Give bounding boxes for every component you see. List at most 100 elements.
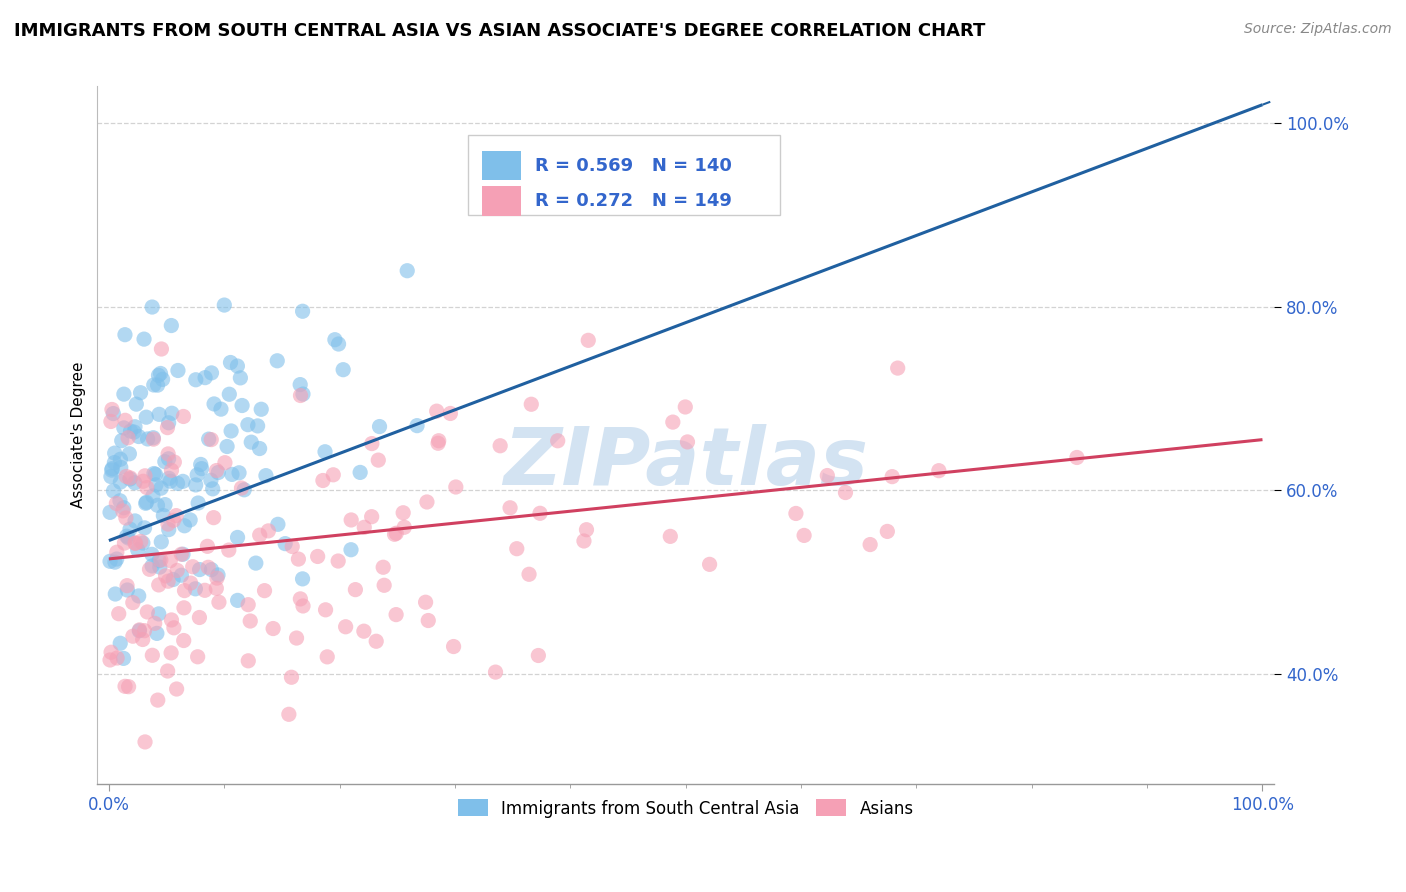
Point (103, 483, 125, 498)
Point (142, 432, 165, 446)
Point (659, 529, 682, 543)
Point (115, 579, 138, 593)
Point (249, 442, 271, 456)
Point (415, 595, 437, 609)
Point (280, 670, 302, 684)
Point (187, 496, 209, 510)
Point (124, 475, 146, 490)
Point (111, 504, 134, 518)
Point (314, 444, 336, 458)
Point (520, 397, 543, 411)
Point (205, 464, 228, 478)
Point (200, 366, 222, 380)
Point (115, 529, 138, 543)
Point (145, 467, 167, 482)
Point (257, 524, 280, 538)
Point (384, 527, 406, 541)
Point (699, 558, 721, 572)
Point (188, 563, 211, 577)
Point (157, 416, 180, 430)
Point (142, 467, 165, 481)
Point (676, 434, 699, 449)
Point (124, 419, 146, 434)
Point (156, 664, 179, 678)
Point (101, 461, 124, 475)
Point (127, 542, 149, 557)
Legend: Immigrants from South Central Asia, Asians: Immigrants from South Central Asia, Asia… (451, 793, 921, 824)
Point (173, 518, 195, 533)
Point (426, 404, 449, 418)
Point (100, 645, 122, 659)
Point (110, 636, 132, 650)
Point (373, 578, 395, 592)
Point (208, 595, 231, 609)
Point (307, 549, 329, 564)
Point (226, 530, 249, 544)
Point (207, 568, 229, 582)
Point (205, 582, 228, 596)
Point (160, 463, 183, 477)
Point (214, 298, 236, 312)
Point (249, 528, 271, 542)
Point (285, 631, 308, 645)
Point (489, 439, 512, 453)
Y-axis label: Associate's Degree: Associate's Degree (72, 362, 86, 508)
Point (250, 402, 273, 417)
Point (439, 407, 461, 421)
Point (124, 514, 146, 528)
FancyBboxPatch shape (468, 136, 780, 215)
Point (166, 476, 188, 491)
Point (201, 482, 224, 496)
Text: ZIPatlas: ZIPatlas (503, 424, 868, 502)
Point (142, 489, 165, 503)
Point (197, 539, 219, 553)
Point (484, 665, 506, 679)
Point (148, 553, 170, 567)
Point (240, 435, 263, 450)
Point (117, 582, 139, 597)
Point (128, 623, 150, 637)
Point (245, 556, 267, 570)
FancyBboxPatch shape (482, 151, 522, 180)
Point (115, 469, 138, 483)
Point (153, 498, 176, 512)
Text: R = 0.272   N = 149: R = 0.272 N = 149 (536, 192, 733, 210)
Point (673, 400, 696, 414)
Point (815, 468, 838, 483)
Point (128, 624, 150, 638)
Point (233, 483, 256, 497)
Point (148, 607, 170, 621)
Point (194, 370, 217, 384)
Point (170, 568, 193, 582)
Point (117, 431, 139, 445)
Point (129, 534, 152, 549)
Point (340, 513, 363, 527)
Point (149, 553, 172, 567)
Point (160, 406, 183, 420)
Point (190, 461, 212, 475)
Point (157, 447, 180, 461)
Point (184, 478, 207, 492)
Point (291, 572, 314, 586)
Point (197, 432, 219, 446)
Point (322, 467, 344, 482)
Point (239, 614, 262, 628)
Point (120, 471, 142, 485)
Point (117, 680, 139, 694)
Point (112, 387, 135, 401)
Point (373, 560, 395, 574)
Point (117, 531, 139, 545)
Point (886, 361, 908, 376)
Point (392, 506, 415, 520)
Point (134, 468, 156, 483)
Point (136, 432, 159, 446)
Point (105, 552, 128, 566)
Point (184, 582, 207, 596)
Point (150, 342, 173, 356)
Point (141, 300, 163, 314)
Point (202, 397, 225, 411)
Point (142, 431, 165, 445)
Text: R = 0.569   N = 140: R = 0.569 N = 140 (536, 157, 733, 175)
Point (323, 333, 346, 347)
Point (187, 649, 209, 664)
